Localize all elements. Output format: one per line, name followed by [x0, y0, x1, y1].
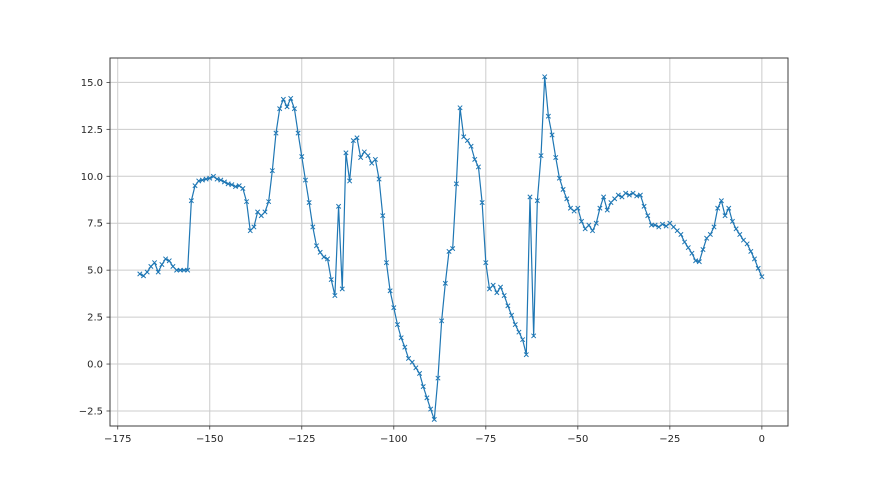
y-tick-label: 2.5 — [87, 313, 103, 324]
x-tick-label: −75 — [475, 434, 496, 445]
tick-marks — [106, 82, 763, 430]
x-tick-label: 0 — [759, 434, 765, 445]
y-tick-label: −2.5 — [79, 406, 103, 417]
y-tick-label: 15.0 — [81, 78, 103, 89]
y-tick-label: 10.0 — [81, 172, 103, 183]
x-tick-label: −150 — [196, 434, 223, 445]
gridlines — [110, 58, 788, 426]
plot-spines — [109, 57, 789, 427]
y-tick-label: 12.5 — [81, 125, 103, 136]
y-tick-label: 0.0 — [87, 360, 103, 371]
x-tick-label: −175 — [104, 434, 131, 445]
y-tick-label: 5.0 — [87, 266, 103, 277]
x-tick-label: −25 — [659, 434, 680, 445]
tick-labels: −175 −150 −125 −100 −75 −50 −25 0 −2.5 0.0 2.5 5.0 7… — [79, 78, 765, 445]
x-tick-label: −100 — [380, 434, 407, 445]
y-tick-label: 7.5 — [87, 219, 103, 230]
data-series-markers — [137, 74, 765, 422]
x-tick-label: −125 — [288, 434, 315, 445]
x-tick-label: −50 — [567, 434, 588, 445]
